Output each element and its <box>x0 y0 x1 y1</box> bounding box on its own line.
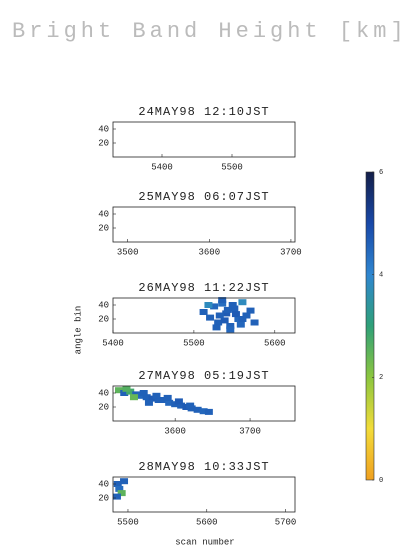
data-point <box>230 305 239 312</box>
x-tick-label: 5700 <box>275 517 297 527</box>
x-tick-label: 3600 <box>199 247 221 257</box>
y-tick-label: 20 <box>98 223 109 233</box>
colorbar-tick-label: 2 <box>379 374 383 382</box>
data-point <box>231 311 240 318</box>
data-point <box>246 307 255 314</box>
x-tick-label: 5600 <box>196 517 218 527</box>
data-point <box>152 392 161 399</box>
data-point <box>122 385 131 392</box>
x-tick-label: 3700 <box>239 426 261 436</box>
y-tick-label: 40 <box>98 479 109 489</box>
data-point <box>113 481 122 487</box>
data-point <box>154 397 163 403</box>
colorbar-tick-label: 4 <box>379 272 383 280</box>
colorbar-tick-label: 0 <box>379 477 383 485</box>
data-point <box>144 399 153 406</box>
data-point <box>226 326 235 333</box>
data-point <box>120 478 129 485</box>
data-point <box>236 321 245 328</box>
x-tick-label: 5400 <box>151 162 173 172</box>
data-point <box>186 402 195 409</box>
panel-title: 24MAY98 12:10JST <box>138 105 269 119</box>
data-point <box>142 394 151 401</box>
colorbar-tick-label: 6 <box>379 169 383 177</box>
plot-frame <box>112 476 296 513</box>
colorbar <box>365 171 375 481</box>
plot-frame <box>112 206 296 243</box>
x-tick-label: 3500 <box>117 247 139 257</box>
x-tick-label: 5400 <box>102 338 124 348</box>
panel-title: 27MAY98 05:19JST <box>138 369 269 383</box>
x-tick-label: 5600 <box>264 338 286 348</box>
y-tick-label: 40 <box>98 300 109 310</box>
x-tick-label: 3600 <box>164 426 186 436</box>
data-point <box>234 316 243 322</box>
x-axis-label: scan number <box>175 537 234 547</box>
x-tick-label: 3700 <box>280 247 302 257</box>
panel-title: 25MAY98 06:07JST <box>138 190 269 204</box>
data-point <box>115 485 124 492</box>
data-point <box>129 394 138 401</box>
data-point <box>212 324 221 331</box>
data-point <box>112 493 121 500</box>
figure-title: Bright Band Height [km] <box>12 19 408 44</box>
data-point <box>199 309 208 315</box>
y-tick-label: 20 <box>98 314 109 324</box>
plot-frame <box>112 385 296 422</box>
y-tick-label: 20 <box>98 138 109 148</box>
plot-frame <box>112 297 296 334</box>
data-point <box>218 297 227 304</box>
y-tick-label: 40 <box>98 209 109 219</box>
y-tick-label: 20 <box>98 493 109 503</box>
data-point <box>218 300 227 307</box>
data-point <box>165 399 174 406</box>
data-point <box>193 406 202 413</box>
data-point <box>238 299 247 306</box>
data-point <box>117 490 126 497</box>
x-tick-label: 5500 <box>117 517 139 527</box>
data-point <box>220 317 229 324</box>
data-point <box>222 310 231 317</box>
data-point <box>250 319 259 326</box>
data-point <box>223 306 232 313</box>
data-point <box>214 319 223 326</box>
panel-title: 28MAY98 10:33JST <box>138 460 269 474</box>
x-tick-label: 5500 <box>183 338 205 348</box>
data-point <box>199 408 208 415</box>
y-axis-label: angle bin <box>73 306 83 355</box>
data-point <box>163 394 172 401</box>
data-point <box>206 314 215 321</box>
data-point <box>177 402 186 409</box>
data-point <box>120 390 129 396</box>
panel-title: 26MAY98 11:22JST <box>138 281 269 295</box>
data-point <box>226 323 235 329</box>
data-point <box>215 312 224 319</box>
data-point <box>204 408 213 415</box>
y-tick-label: 40 <box>98 124 109 134</box>
y-tick-label: 20 <box>98 402 109 412</box>
data-point <box>114 387 123 394</box>
data-point <box>204 302 213 308</box>
data-point <box>210 303 219 310</box>
data-point <box>174 398 183 405</box>
data-point <box>242 312 251 319</box>
data-point <box>139 390 148 396</box>
data-point <box>228 302 237 308</box>
y-tick-label: 40 <box>98 388 109 398</box>
plot-frame <box>112 121 296 158</box>
x-tick-label: 5500 <box>221 162 243 172</box>
data-point <box>238 316 247 322</box>
